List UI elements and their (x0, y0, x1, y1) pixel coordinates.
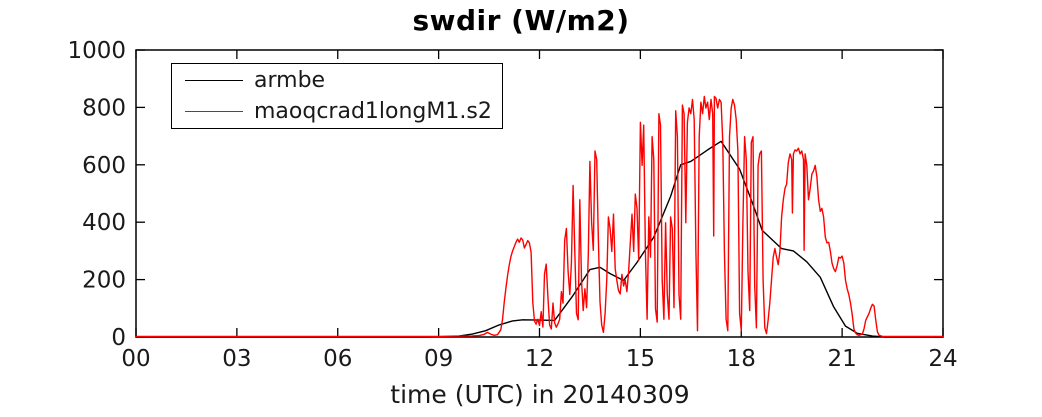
legend-item-armbe: armbe (172, 65, 502, 95)
legend-line-sample-maoqcrad (185, 111, 243, 113)
y-tick-label: 400 (82, 210, 126, 236)
chart-title: swdir (W/m2) (412, 4, 630, 37)
y-tick-label: 0 (111, 325, 126, 351)
legend-item-maoqcrad: maoqcrad1longM1.s2 (172, 97, 502, 127)
x-axis-label: time (UTC) in 20140309 (390, 380, 690, 409)
x-tick-label: 06 (323, 346, 352, 372)
x-tick-label: 15 (626, 346, 655, 372)
y-tick-label: 800 (82, 95, 126, 121)
legend-line-sample-armbe (185, 79, 243, 81)
y-tick-label: 600 (82, 153, 126, 179)
series-armbe (135, 140, 944, 338)
legend-label-armbe: armbe (254, 67, 326, 93)
x-tick-label: 24 (928, 346, 957, 372)
y-tick-label: 1000 (67, 38, 126, 64)
x-tick-label: 03 (222, 346, 251, 372)
x-tick-label: 12 (525, 346, 554, 372)
x-tick-label: 21 (827, 346, 856, 372)
y-tick-label: 200 (82, 268, 126, 294)
x-tick-label: 09 (424, 346, 453, 372)
axes-box (135, 49, 944, 338)
series-maoqcrad1longm1-s2 (135, 95, 944, 338)
legend-label-maoqcrad: maoqcrad1longM1.s2 (254, 99, 492, 125)
x-tick-label: 18 (727, 346, 756, 372)
legend: armbe maoqcrad1longM1.s2 (171, 63, 503, 129)
x-tick-label: 00 (121, 346, 150, 372)
